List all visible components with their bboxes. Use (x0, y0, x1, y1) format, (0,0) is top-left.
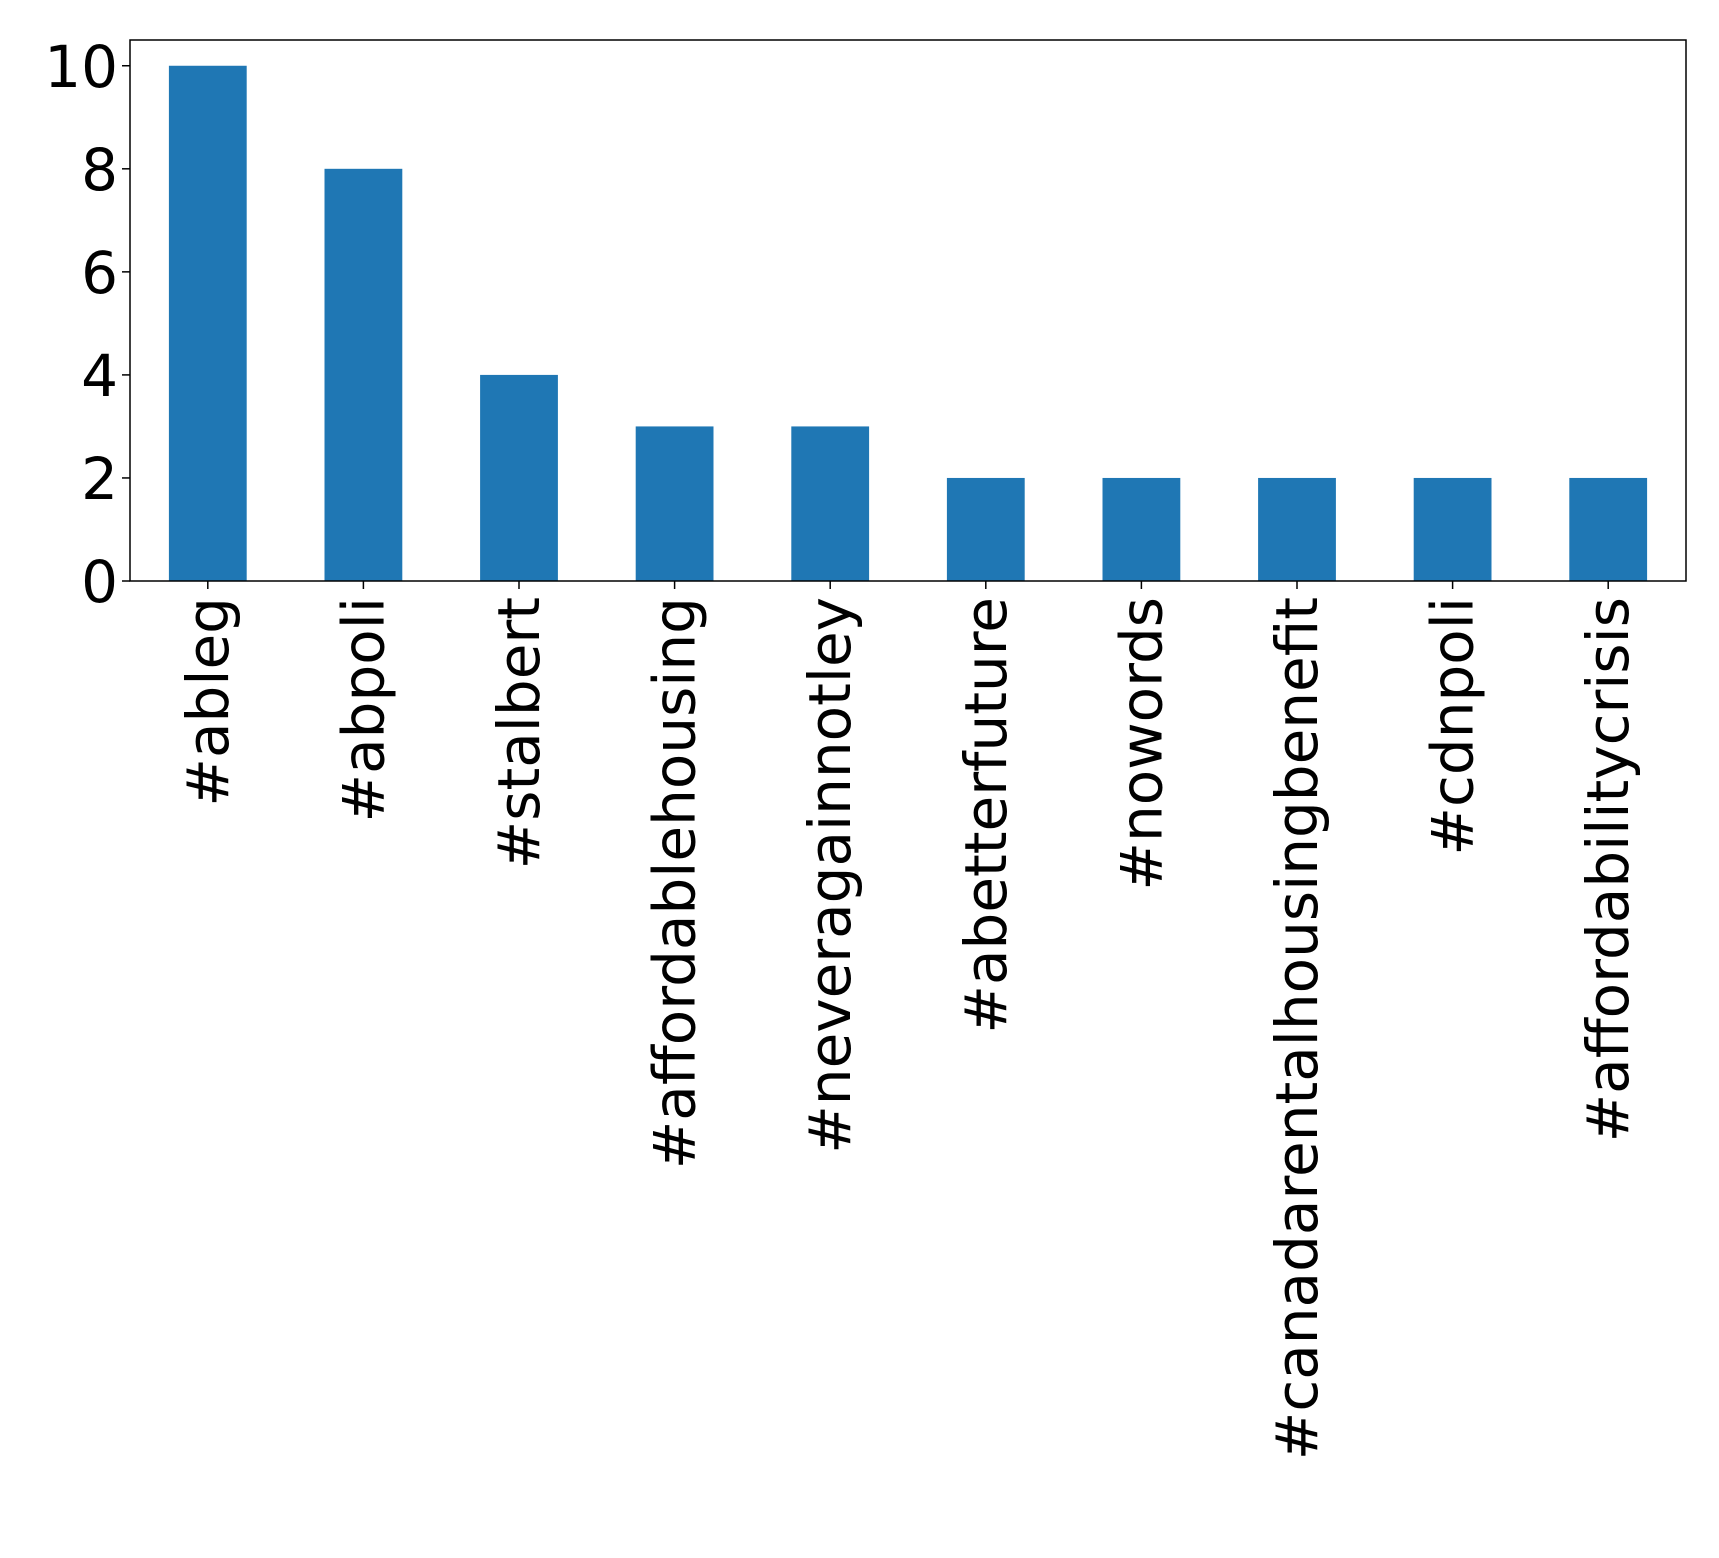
x-tick-label: #stalbert (485, 597, 553, 869)
y-axis: 0 2 4 6 8 10 (44, 33, 130, 616)
x-tick-label: #abpoli (329, 597, 397, 823)
x-tick-label: #canadarentalhousingbenefit (1263, 597, 1331, 1460)
x-tick-label: #cdnpoli (1419, 597, 1487, 856)
x-tick-label: #affordabilitycrisis (1574, 597, 1642, 1142)
bar-abpoli (324, 168, 403, 582)
bars-layer (168, 65, 1648, 582)
y-tick-label: 2 (81, 445, 118, 513)
bar-cdnpoli (1413, 477, 1492, 581)
x-tick-label: #abetterfuture (952, 597, 1020, 1034)
y-tick-label: 8 (81, 136, 118, 204)
bar-canadarentalhousingbenefit (1258, 477, 1336, 581)
x-tick-label: #affordablehousing (641, 597, 709, 1169)
bar-abetterfuture (946, 477, 1025, 581)
x-axis: #ableg #abpoli #stalbert #affordablehousing… (174, 581, 1642, 1460)
bar-affordablehousing (635, 426, 714, 581)
x-tick-label: #nowords (1107, 597, 1175, 891)
plot-frame (129, 39, 1687, 582)
bar-affordabilitycrisis (1569, 477, 1648, 581)
x-tick-label: #ableg (174, 597, 242, 807)
y-tick-label: 4 (81, 342, 118, 410)
bar-stalbert (480, 374, 558, 581)
bar-nowords (1102, 477, 1181, 581)
bar-neveragainnotley (791, 426, 870, 581)
bar-ableg (168, 65, 247, 581)
y-tick-label: 10 (44, 33, 118, 101)
y-tick-label: 6 (81, 239, 118, 307)
x-tick-label: #neveragainnotley (796, 597, 864, 1154)
y-tick-label: 0 (81, 548, 118, 616)
